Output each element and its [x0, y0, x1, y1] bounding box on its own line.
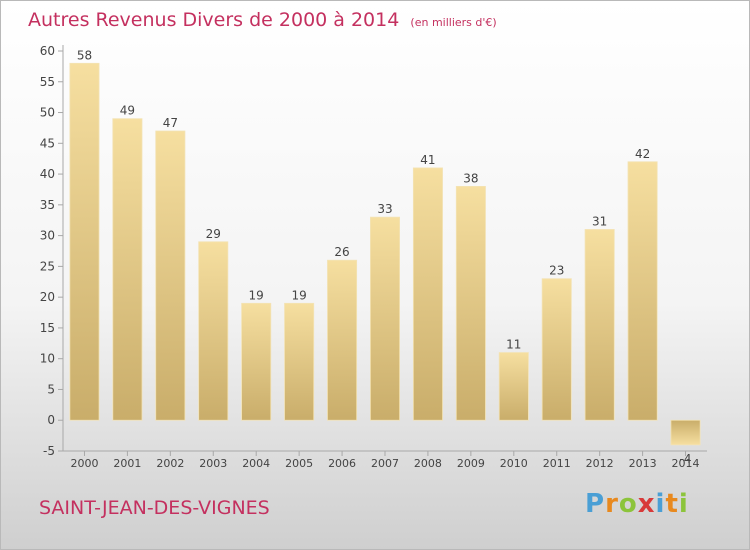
- x-tick-label: 2007: [371, 457, 399, 470]
- data-label: 19: [249, 288, 264, 302]
- x-tick-label: 2005: [285, 457, 313, 470]
- y-tick-label: 55: [40, 75, 55, 89]
- x-tick-label: 2011: [543, 457, 571, 470]
- x-tick-label: 2013: [629, 457, 657, 470]
- bar-2011: [541, 278, 572, 421]
- bar-2009: [455, 185, 486, 421]
- chart-title: Autres Revenus Divers de 2000 à 2014: [28, 9, 400, 31]
- data-label: 38: [463, 171, 478, 185]
- bar-2002: [155, 130, 186, 421]
- data-label: 47: [163, 116, 178, 130]
- bar-2001: [112, 118, 143, 421]
- bar-2008: [412, 167, 443, 421]
- data-label: -4: [680, 452, 692, 466]
- bar-2012: [584, 229, 615, 421]
- x-tick-label: 2000: [70, 457, 98, 470]
- chart-subtitle: (en milliers d'€): [410, 16, 497, 29]
- x-tick-label: 2001: [113, 457, 141, 470]
- x-tick-label: 2014: [672, 457, 700, 470]
- x-tick-label: 2012: [586, 457, 614, 470]
- data-label: 19: [291, 288, 306, 302]
- x-tick-label: 2008: [414, 457, 442, 470]
- x-tick-label: 2006: [328, 457, 356, 470]
- y-tick-label: 10: [40, 352, 55, 366]
- y-tick-label: 40: [40, 167, 55, 181]
- y-tick-label: 25: [40, 259, 55, 273]
- y-tick-label: 30: [40, 229, 55, 243]
- chart-title-row: Autres Revenus Divers de 2000 à 2014 (en…: [28, 9, 497, 31]
- data-label: 11: [506, 338, 521, 352]
- y-tick-label: 20: [40, 290, 55, 304]
- x-tick-label: 2003: [199, 457, 227, 470]
- bar-2003: [198, 241, 229, 421]
- data-label: 29: [206, 227, 221, 241]
- bar-2004: [241, 302, 272, 421]
- location-label: SAINT-JEAN-DES-VIGNES: [39, 497, 270, 519]
- y-tick-label: 45: [40, 136, 55, 150]
- x-tick-label: 2009: [457, 457, 485, 470]
- y-tick-label: -5: [43, 444, 55, 458]
- data-label: 41: [420, 153, 435, 167]
- x-tick-label: 2010: [500, 457, 528, 470]
- y-tick-label: 0: [47, 413, 55, 427]
- data-label: 42: [635, 147, 650, 161]
- bar-2005: [284, 302, 315, 421]
- y-tick-label: 15: [40, 321, 55, 335]
- data-label: 26: [334, 245, 349, 259]
- proxiti-logo: Proxiti: [585, 489, 689, 519]
- data-label: 31: [592, 214, 607, 228]
- x-tick-label: 2004: [242, 457, 270, 470]
- bar-2013: [627, 161, 658, 421]
- bar-2014: [670, 419, 701, 446]
- y-tick-label: 60: [40, 44, 55, 58]
- y-tick-label: 35: [40, 198, 55, 212]
- data-label: 58: [77, 48, 92, 62]
- y-tick-label: 5: [47, 382, 55, 396]
- bar-2010: [498, 352, 529, 421]
- data-label: 49: [120, 104, 135, 118]
- data-label: 23: [549, 264, 564, 278]
- bar-2000: [69, 62, 100, 421]
- y-tick-label: 50: [40, 106, 55, 120]
- x-tick-label: 2002: [156, 457, 184, 470]
- data-label: 33: [377, 202, 392, 216]
- bar-2007: [370, 216, 400, 421]
- bar-2006: [327, 259, 358, 421]
